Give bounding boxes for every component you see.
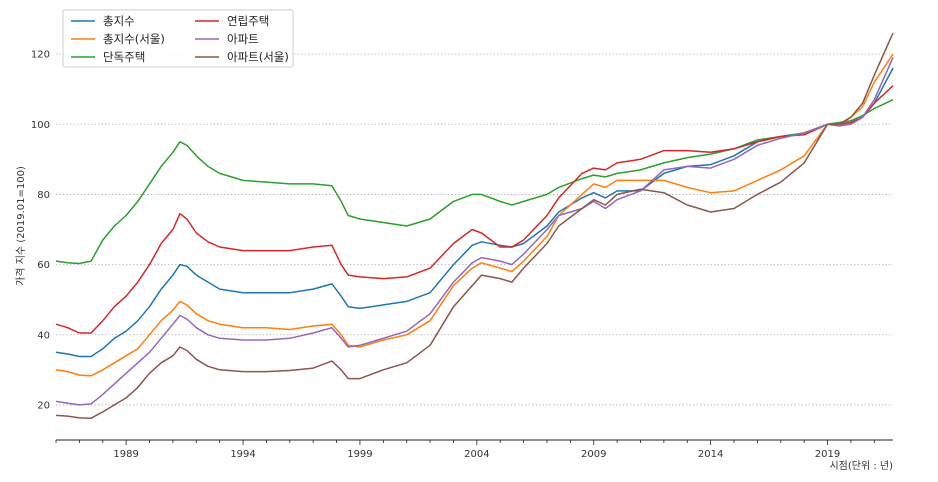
series-lines [55,32,894,419]
x-axis-label: 시점(단위 : 년) [829,459,893,472]
legend-label-1: 총지수(서울) [103,32,165,46]
series-line-0 [55,67,894,358]
axes: 1989 1994 1999 2004 2009 2014 2019 20 40 60 80 100… [31,50,893,460]
legend-label-2: 단독주택 [103,50,145,64]
x-axis-ticks: 1989 1994 1999 2004 2009 2014 2019 [55,440,875,460]
y-tick-label-80: 80 [37,190,50,201]
y-axis-label: 가격 지수 (2019.01=100) [14,166,27,286]
y-tick-label-120: 120 [31,50,50,61]
y-tick-label-20: 20 [37,400,50,411]
legend-label-3: 연립주택 [227,14,269,28]
y-tick-label-60: 60 [37,260,50,271]
y-tick-label-100: 100 [31,120,50,131]
x-tick-label-1994: 1994 [230,449,255,460]
legend-box [62,9,294,68]
series-line-1 [55,53,894,377]
legend-label-4: 아파트 [227,32,259,46]
y-axis-ticks: 20 40 60 80 100 120 [31,50,50,412]
grid-lines [56,53,893,406]
x-tick-label-1999: 1999 [347,449,372,460]
x-tick-label-2014: 2014 [698,449,723,460]
y-tick-label-40: 40 [37,330,50,341]
series-line-3 [55,85,894,334]
x-tick-label-1989: 1989 [113,449,138,460]
x-tick-label-2019: 2019 [815,449,840,460]
series-line-5 [55,32,894,419]
legend-label-0: 총지수 [103,14,135,28]
x-tick-label-2009: 2009 [581,449,606,460]
series-line-4 [55,57,894,406]
legend-label-5: 아파트(서울) [227,50,289,64]
x-tick-label-2004: 2004 [464,449,489,460]
